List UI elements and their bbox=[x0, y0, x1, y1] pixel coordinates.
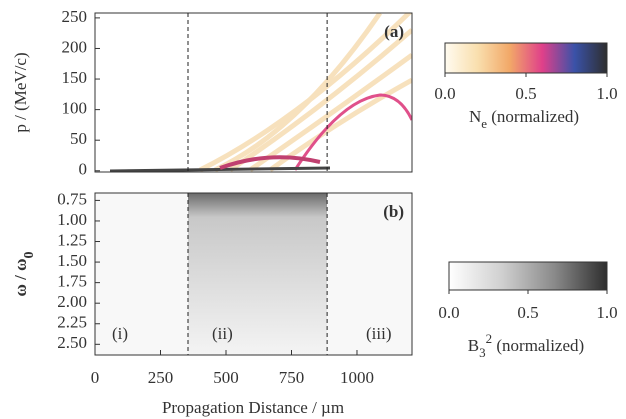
y-tick-label: 1.75 bbox=[57, 272, 87, 291]
x-tick-label: 500 bbox=[213, 368, 239, 387]
region-label: (iii) bbox=[366, 324, 392, 343]
region-label: (ii) bbox=[212, 324, 233, 343]
colorbar-label-sub: 3 bbox=[479, 345, 486, 360]
y-axis-label: ω / ω0 bbox=[11, 251, 37, 296]
colorbar-label-rest: (normalized) bbox=[492, 336, 584, 355]
x-tick-label: 750 bbox=[279, 368, 305, 387]
colorbar-tick-label: 1.0 bbox=[596, 84, 617, 103]
colorbar-label: B32 (normalized) bbox=[468, 331, 584, 361]
colorbar-tick-label: 0.0 bbox=[438, 303, 459, 322]
x-tick-label: 1000 bbox=[340, 368, 374, 387]
colorbar-tick-label: 1.0 bbox=[596, 303, 617, 322]
y-tick-label: 1.00 bbox=[57, 210, 87, 229]
y-tick-label: 1.50 bbox=[57, 251, 87, 270]
y-axis-label-sub: 0 bbox=[22, 251, 37, 258]
panel-label: (a) bbox=[384, 22, 404, 41]
colorbar bbox=[448, 261, 608, 291]
plot-frame bbox=[94, 192, 413, 356]
y-tick-label: 1.25 bbox=[57, 230, 87, 249]
y-tick-label: 2.00 bbox=[57, 292, 87, 311]
panel-label: (b) bbox=[383, 202, 404, 221]
colorbar-label: Ne (normalized) bbox=[469, 107, 579, 132]
colorbar-tick-label: 0.0 bbox=[434, 84, 455, 103]
x-tick-label: 250 bbox=[148, 368, 174, 387]
y-tick-label: 150 bbox=[62, 68, 88, 87]
colorbar-label-main: B bbox=[468, 336, 479, 355]
y-tick-label: 200 bbox=[62, 37, 88, 56]
colorbar-label-rest: (normalized) bbox=[487, 107, 579, 126]
x-axis-label: Propagation Distance / µm bbox=[162, 398, 344, 417]
y-axis-label-text: ω / ω bbox=[11, 258, 30, 296]
y-tick-label: 100 bbox=[62, 99, 88, 118]
colorbar-tick-label: 0.5 bbox=[515, 84, 536, 103]
colorbar-label-sup: 2 bbox=[486, 331, 493, 346]
heatmap-b-texture bbox=[95, 193, 412, 355]
y-axis-label-text: p / (MeV/c) bbox=[11, 52, 30, 132]
y-tick-label: 50 bbox=[70, 129, 87, 148]
y-tick-label: 2.25 bbox=[57, 313, 87, 332]
y-tick-label: 2.50 bbox=[57, 333, 87, 352]
colorbar-label-sub: e bbox=[481, 116, 487, 131]
heatmap-a-texture bbox=[95, 13, 412, 172]
colorbar bbox=[444, 42, 608, 74]
y-tick-label: 250 bbox=[62, 7, 88, 26]
y-axis-label: p / (MeV/c) bbox=[11, 52, 30, 132]
x-tick-label: 0 bbox=[91, 368, 100, 387]
colorbar-tick-label: 0.5 bbox=[517, 303, 538, 322]
plot-frame bbox=[94, 12, 413, 173]
colorbar-label-main: N bbox=[469, 107, 481, 126]
y-tick-label: 0 bbox=[79, 160, 88, 179]
region-label: (i) bbox=[112, 324, 128, 343]
y-tick-label: 0.75 bbox=[57, 189, 87, 208]
